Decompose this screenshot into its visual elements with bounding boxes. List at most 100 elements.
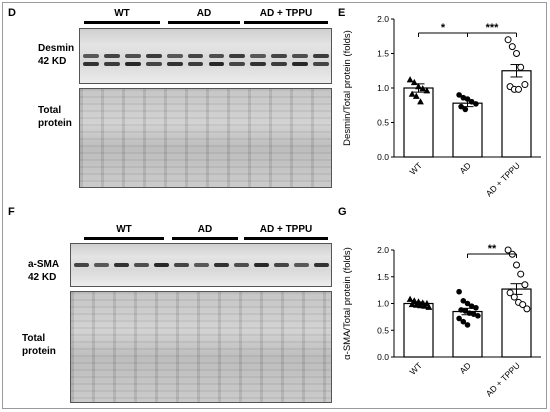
panel-label-f: F: [8, 206, 15, 218]
y-tick-label: 2.0: [377, 14, 389, 24]
blot-top-group-adtppu: AD + TPPU: [259, 8, 313, 19]
blot-top-group-ad: AD: [196, 8, 212, 19]
data-point: [460, 298, 467, 304]
x-tick-label: WT: [407, 160, 423, 176]
blot-bottom-bar-adtppu: [244, 237, 328, 240]
data-point: [417, 98, 424, 105]
total-label: Total: [38, 105, 62, 116]
blot-band: [214, 263, 229, 267]
blot-band: [294, 263, 309, 267]
blot-band: [174, 263, 189, 267]
blot-bottom-bar-wt: [84, 237, 164, 240]
data-point: [519, 301, 527, 309]
blot-band: [313, 62, 329, 66]
data-point: [421, 302, 429, 309]
desmin-label: Desmin: [38, 43, 75, 54]
data-point: [513, 50, 520, 57]
data-point: [460, 94, 467, 101]
y-tick-label: 0.5: [377, 118, 389, 128]
blot-band: [313, 54, 329, 58]
data-point: [464, 322, 471, 328]
y-tick-label: 0.5: [377, 325, 389, 335]
data-point: [468, 99, 475, 105]
data-point: [521, 81, 529, 89]
data-point: [466, 310, 473, 316]
blot-bottom-group-adtppu: AD + TPPU: [259, 224, 313, 235]
blot-band: [124, 54, 141, 58]
y-tick-label: 2.0: [377, 245, 389, 255]
data-point: [473, 101, 479, 107]
y-tick-label: 1.0: [377, 83, 389, 93]
y-tick-label: 1.5: [377, 272, 389, 282]
data-point: [456, 288, 462, 295]
protein-label: protein: [38, 118, 72, 129]
x-tick-label: AD: [457, 160, 472, 175]
bar: [452, 102, 483, 158]
x-tick-label: AD + TPPU: [484, 360, 522, 398]
blot-band: [187, 54, 204, 58]
blot-band: [229, 62, 246, 66]
figure-frame: [2, 2, 547, 409]
blot-band: [145, 62, 162, 66]
blot-band: [250, 62, 267, 66]
significance-label: **: [488, 243, 497, 255]
blot-band: [250, 54, 267, 58]
protein-label-2: protein: [22, 346, 56, 357]
blot-band: [274, 263, 289, 267]
blot-band: [134, 263, 149, 267]
blot-band: [166, 62, 183, 66]
blot-band: [208, 62, 225, 66]
data-point: [506, 289, 514, 297]
y-tick-label: 1.0: [377, 299, 389, 309]
data-point: [456, 92, 462, 98]
blot-band: [74, 263, 89, 267]
data-point: [410, 78, 418, 86]
data-point: [517, 270, 525, 278]
data-point: [464, 96, 471, 102]
data-point: [464, 300, 471, 307]
blot-band: [94, 263, 109, 267]
blot-band: [83, 54, 99, 58]
bar: [403, 302, 434, 358]
chart-e: Desmin/Total protein (folds) 0.0 0.5 1.0 1.5…: [342, 14, 541, 199]
data-point: [462, 106, 469, 113]
blot-band: [194, 263, 209, 267]
data-point: [460, 318, 467, 325]
blot-bottom-group-wt: WT: [116, 224, 132, 235]
blot-band: [208, 54, 225, 58]
blot-band: [271, 54, 288, 58]
blot-top-bar-adtppu: [244, 21, 328, 24]
blot-top-bar-ad: [168, 21, 240, 24]
total-protein-blot-bottom: [70, 291, 332, 403]
data-point: [523, 305, 531, 313]
data-point: [462, 308, 469, 314]
blot-bottom-band-label: a-SMA 42 KD: [28, 258, 59, 284]
blot-band: [229, 54, 246, 58]
blot-band: [292, 62, 309, 66]
data-point: [415, 83, 422, 90]
panel-label-e: E: [338, 7, 346, 19]
blot-band: [145, 54, 162, 58]
asma-kd-label: 42 KD: [28, 272, 57, 283]
blot-band: [314, 263, 329, 267]
desmin-kd-label: 42 KD: [38, 56, 67, 67]
y-axis-label: α-SMA/Total protein (folds): [342, 247, 353, 360]
blot-band: [166, 54, 183, 58]
asma-label: a-SMA: [28, 259, 60, 270]
blot-band: [124, 62, 141, 66]
blot-top-group-wt: WT: [114, 8, 130, 19]
data-point: [408, 90, 416, 97]
blot-band: [271, 62, 288, 66]
data-point: [406, 295, 414, 302]
significance-label: *: [441, 22, 446, 34]
significance-label: ***: [486, 22, 500, 34]
blot-band: [103, 62, 120, 66]
blot-band: [254, 263, 269, 267]
data-point: [521, 281, 529, 289]
data-point: [423, 87, 431, 94]
data-point: [456, 315, 462, 322]
data-point: [515, 85, 522, 93]
data-point: [425, 303, 433, 310]
panel-label-d: D: [8, 7, 16, 19]
blot-band: [292, 54, 309, 58]
